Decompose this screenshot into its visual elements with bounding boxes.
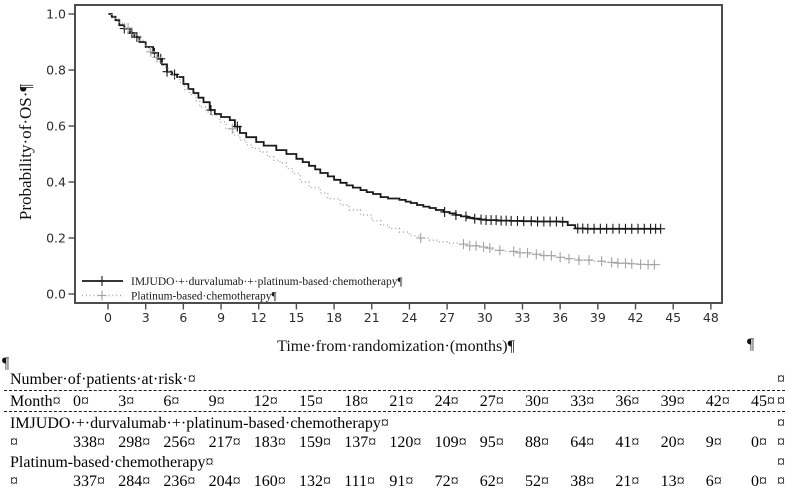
x-axis-tick-label: 18 — [326, 310, 342, 325]
at-risk-count-cell: 13¤ — [660, 473, 685, 489]
km-survival-chart: 0.00.20.40.60.81.00 3 6 9 12 15 18 21 24 27 30 33 36… — [16, 4, 723, 355]
y-axis-tick-label: 0.6 — [46, 118, 66, 133]
month-cell: 45¤ — [751, 393, 775, 410]
month-cell: 9¤ — [208, 393, 225, 410]
at-risk-count-cell: 72¤ — [434, 473, 459, 489]
pilcrow-mark-left: ¶ — [2, 355, 10, 372]
x-axis-tick-label: 9 — [217, 310, 225, 325]
at-risk-count-cell: 21¤ — [615, 473, 640, 489]
plot-frame — [74, 4, 723, 304]
month-cell: 36¤ — [615, 393, 640, 410]
x-axis-tick-label: 48 — [703, 310, 719, 325]
month-cell: 33¤ — [570, 393, 595, 410]
at-risk-count-cell: 91¤ — [389, 473, 414, 489]
risk-table-group2-empty-cell: ¤ — [10, 473, 18, 489]
month-cell: 0¤ — [73, 393, 89, 410]
at-risk-count-cell: 298¤ — [118, 434, 151, 451]
y-axis-tick-label: 0.8 — [46, 62, 66, 77]
at-risk-count-cell: 120¤ — [389, 434, 422, 451]
month-cell: 21¤ — [389, 393, 414, 410]
month-cell: 12¤ — [253, 393, 278, 410]
at-risk-count-cell: 337¤ — [73, 473, 105, 489]
km-curve-dotted — [108, 13, 662, 266]
month-cell: 6¤ — [163, 393, 180, 410]
month-cell: 30¤ — [525, 393, 549, 410]
at-risk-count-cell: 6¤ — [705, 473, 722, 489]
y-axis-title: Probability·of·OS·¶ — [16, 84, 35, 220]
risk-table-group2-label: Platinum-based·chemotherapy¤ — [10, 454, 214, 471]
pilcrow-mark-right: ¶ — [747, 336, 755, 353]
risk-table-title: Number·of·patients·at·risk·¤ — [10, 371, 196, 388]
at-risk-count-cell: 52¤ — [525, 473, 549, 489]
x-axis-tick-label: 24 — [401, 310, 417, 325]
at-risk-count-cell: 217¤ — [208, 434, 241, 451]
month-cell: 42¤ — [705, 393, 730, 410]
at-risk-count-cell: 9¤ — [705, 434, 722, 451]
x-axis-title: Time·from·randomization·(months)¶ — [277, 338, 515, 355]
x-axis-tick-label: 36 — [552, 310, 568, 325]
y-axis-tick-label: 1.0 — [46, 6, 66, 21]
x-axis-tick-label: 33 — [515, 310, 531, 325]
row-end-marker: ¤ — [777, 434, 785, 451]
y-axis-tick-label: 0.2 — [46, 230, 66, 245]
month-cell: 3¤ — [118, 393, 135, 410]
month-cell: 39¤ — [660, 393, 685, 410]
x-axis-tick-label: 45 — [665, 310, 681, 325]
at-risk-count-cell: 20¤ — [660, 434, 685, 451]
at-risk-count-cell: 183¤ — [253, 434, 286, 451]
at-risk-count-cell: 0¤ — [751, 473, 767, 489]
row-end-marker: ¤ — [777, 415, 785, 432]
km-curve-solid — [108, 13, 661, 230]
x-axis-tick-label: 42 — [628, 310, 644, 325]
at-risk-count-cell: 236¤ — [163, 473, 196, 489]
x-axis-tick-label: 3 — [142, 310, 150, 325]
x-axis-tick-label: 15 — [288, 310, 304, 325]
month-cell: 27¤ — [479, 393, 504, 410]
x-axis-tick-label: 0 — [104, 310, 112, 325]
risk-table-group1-empty-cell: ¤ — [10, 434, 18, 451]
month-cell: 24¤ — [434, 393, 459, 410]
at-risk-count-cell: 160¤ — [253, 473, 286, 489]
x-axis-tick-label: 27 — [439, 310, 455, 325]
row-end-marker: ¤ — [777, 454, 785, 471]
legend-label: Platinum-based·chemotherapy¶ — [131, 291, 278, 303]
risk-table-month-label: Month¤ — [10, 393, 61, 410]
at-risk-count-cell: 109¤ — [434, 434, 467, 451]
at-risk-count-cell: 256¤ — [163, 434, 196, 451]
at-risk-count-cell: 284¤ — [118, 473, 151, 489]
row-end-marker: ¤ — [777, 393, 785, 410]
at-risk-count-cell: 137¤ — [344, 434, 377, 451]
legend-label: IMJUDO·+·durvalumab·+·platinum-based·che… — [131, 276, 404, 288]
table-dashed-border-bottom — [4, 411, 785, 412]
month-cell: 15¤ — [299, 393, 323, 410]
x-axis-tick-label: 39 — [590, 310, 606, 325]
at-risk-count-cell: 338¤ — [73, 434, 105, 451]
at-risk-count-cell: 95¤ — [479, 434, 504, 451]
at-risk-count-cell: 88¤ — [525, 434, 549, 451]
at-risk-count-cell: 0¤ — [751, 434, 767, 451]
at-risk-count-cell: 204¤ — [208, 473, 241, 489]
y-axis-tick-label: 0.4 — [46, 174, 66, 189]
x-axis-tick-label: 6 — [179, 310, 187, 325]
at-risk-count-cell: 64¤ — [570, 434, 595, 451]
at-risk-count-cell: 38¤ — [570, 473, 595, 489]
at-risk-count-cell: 41¤ — [615, 434, 640, 451]
row-end-marker: ¤ — [777, 473, 785, 489]
x-axis-tick-label: 12 — [251, 310, 267, 325]
x-axis-tick-label: 30 — [477, 310, 493, 325]
risk-table-group1-label: IMJUDO·+·durvalumab·+·platinum-based·che… — [10, 415, 389, 432]
y-axis-tick-label: 0.0 — [46, 286, 66, 301]
x-axis-tick-label: 21 — [364, 310, 380, 325]
row-end-marker: ¤ — [777, 371, 785, 388]
month-cell: 18¤ — [344, 393, 369, 410]
at-risk-count-cell: 111¤ — [344, 473, 375, 489]
at-risk-count-cell: 132¤ — [299, 473, 331, 489]
table-dashed-border-top — [4, 390, 785, 391]
at-risk-count-cell: 62¤ — [479, 473, 504, 489]
at-risk-count-cell: 159¤ — [299, 434, 331, 451]
